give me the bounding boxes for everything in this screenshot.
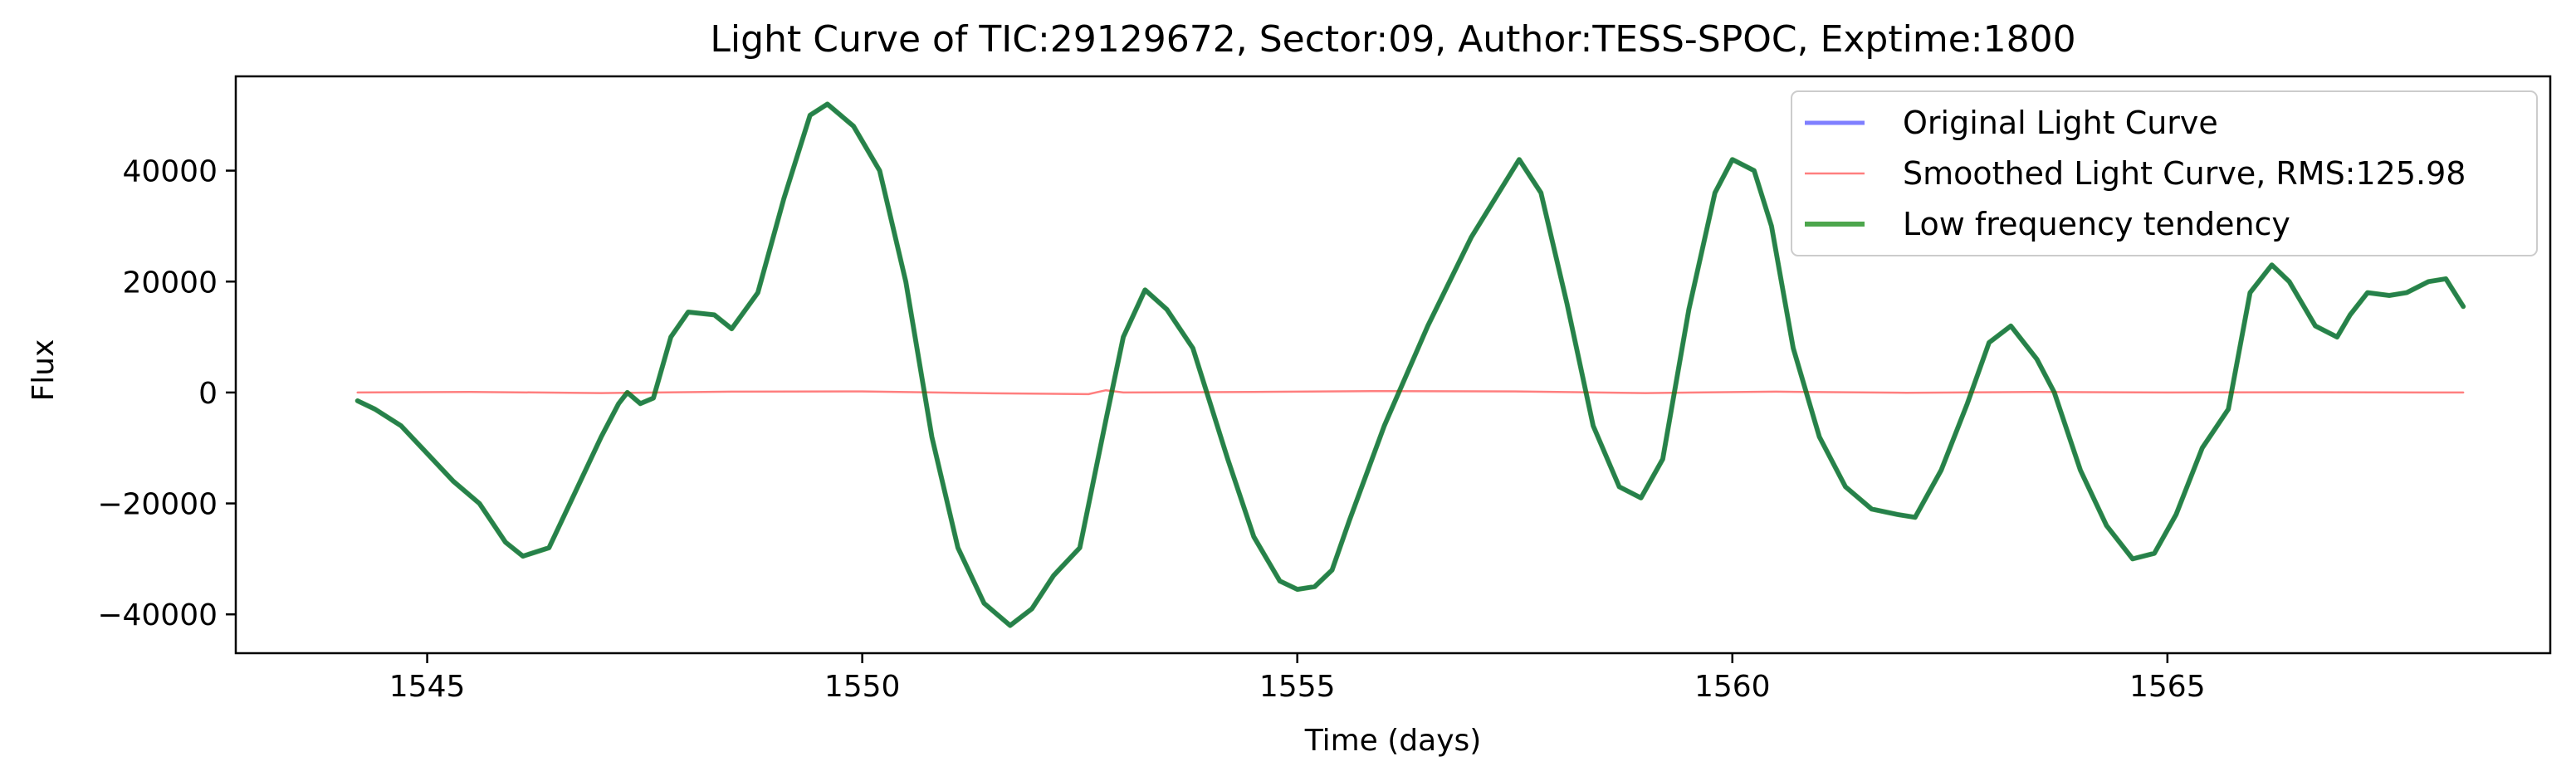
y-tick-label: −20000 <box>97 488 218 522</box>
x-tick-label: 1550 <box>824 670 901 704</box>
legend-label: Smoothed Light Curve, RMS:125.98 <box>1903 155 2466 192</box>
x-tick-label: 1560 <box>1694 670 1771 704</box>
legend-label: Original Light Curve <box>1903 105 2218 141</box>
x-tick-label: 1565 <box>2129 670 2206 704</box>
x-tick-label: 1545 <box>389 670 466 704</box>
x-tick-label: 1555 <box>1259 670 1336 704</box>
legend-frame <box>1791 90 2538 256</box>
chart-title: Light Curve of TIC:29129672, Sector:09, … <box>710 18 2075 61</box>
series-lines <box>354 101 2466 628</box>
plot-area <box>234 75 2552 655</box>
y-tick-label: 20000 <box>122 266 218 300</box>
y-axis-label: Flux <box>27 339 61 402</box>
y-tick-label: 0 <box>198 377 218 411</box>
y-tick-label: 40000 <box>122 155 218 189</box>
x-axis-label: Time (days) <box>1304 724 1482 758</box>
plot-frame <box>234 75 2552 655</box>
x-axis: 1545 1550 1555 1560 1565 <box>389 653 2206 704</box>
smoothed-light-curve-line <box>356 388 2465 396</box>
low-frequency-tendency-line <box>354 101 2466 628</box>
y-tick-label: −40000 <box>97 598 218 632</box>
legend: Original Light Curve Smoothed Light Curve… <box>1791 90 2538 256</box>
y-axis: −40000 −20000 0 20000 40000 <box>97 155 236 632</box>
legend-label: Low frequency tendency <box>1903 206 2290 242</box>
